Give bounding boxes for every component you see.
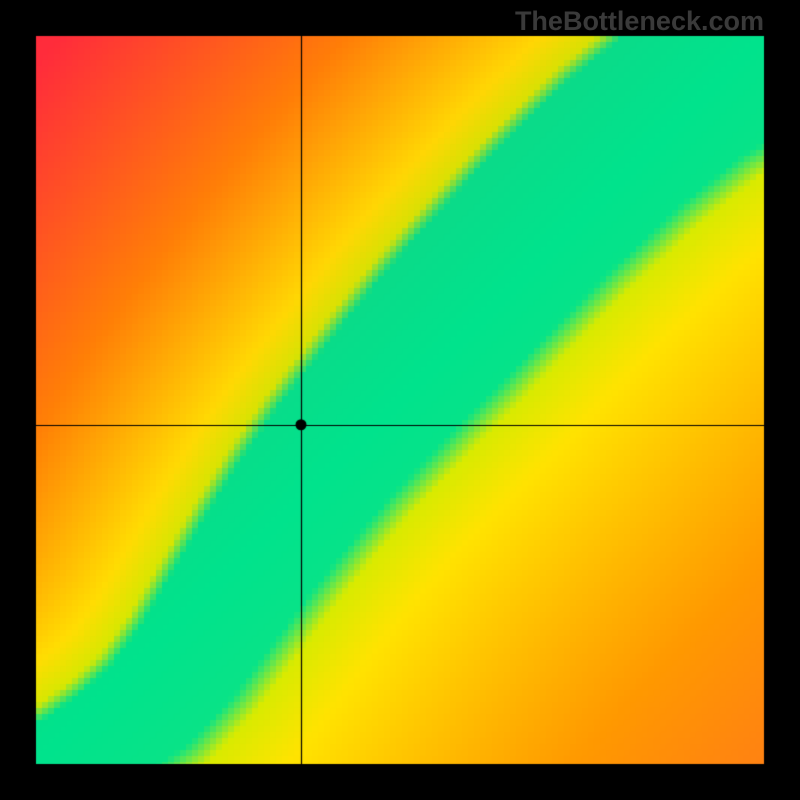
chart-container: TheBottleneck.com (0, 0, 800, 800)
bottleneck-heatmap-canvas (0, 0, 800, 800)
